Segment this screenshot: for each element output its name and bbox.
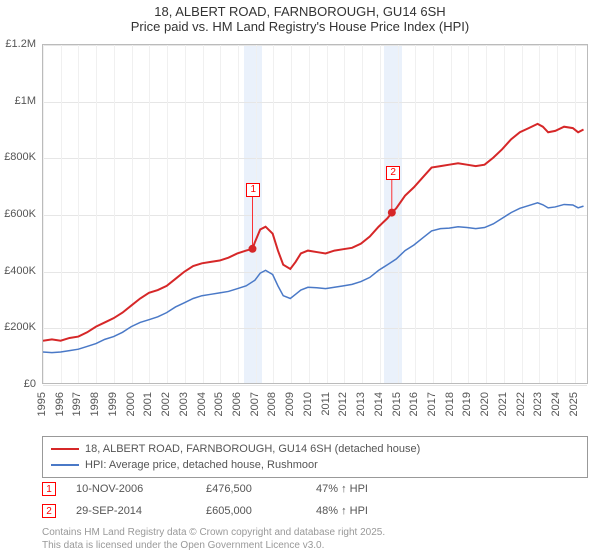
x-tick-label: 1997 [71,392,83,416]
y-tick-label: £400K [4,265,36,277]
chart-svg [43,45,587,383]
marker-box-1: 1 [246,183,260,197]
x-tick-label: 2011 [320,392,332,416]
x-tick-label: 2001 [142,392,154,416]
x-tick-label: 2018 [444,392,456,416]
marker-dot [388,209,396,217]
x-tick-label: 2002 [160,392,172,416]
y-tick-label: £800K [4,151,36,163]
x-tick-label: 1998 [89,392,101,416]
transaction-marker-2: 2 [42,504,56,518]
x-tick-label: 2013 [355,392,367,416]
x-tick-label: 1996 [54,392,66,416]
marker-box-2: 2 [386,166,400,180]
legend-swatch [51,448,79,450]
transaction-price: £605,000 [206,505,316,517]
series-hpi [43,203,584,353]
x-tick-label: 2003 [178,392,190,416]
transaction-hpi: 47% ↑ HPI [316,483,426,495]
x-tick-label: 1999 [107,392,119,416]
transaction-row: 2 29-SEP-2014£605,00048% ↑ HPI [42,500,588,522]
title-subtitle: Price paid vs. HM Land Registry's House … [0,19,600,34]
x-tick-label: 2000 [125,392,137,416]
y-axis-labels: £0£200K£400K£600K£800K£1M£1.2M [0,44,40,384]
x-tick-label: 2007 [249,392,261,416]
x-tick-label: 2009 [284,392,296,416]
marker-dot [248,245,256,253]
legend-swatch [51,464,79,466]
x-tick-label: 2008 [266,392,278,416]
transaction-table: 1 10-NOV-2006£476,50047% ↑ HPI 2 29-SEP-201… [42,478,588,522]
x-tick-label: 2006 [231,392,243,416]
series-price_paid [43,124,584,341]
legend: 18, ALBERT ROAD, FARNBOROUGH, GU14 6SH (… [42,436,588,478]
y-tick-label: £0 [24,378,36,390]
legend-label: 18, ALBERT ROAD, FARNBOROUGH, GU14 6SH (… [85,443,420,455]
legend-item: 18, ALBERT ROAD, FARNBOROUGH, GU14 6SH (… [51,441,579,457]
x-tick-label: 2015 [391,392,403,416]
transaction-date: 29-SEP-2014 [76,505,206,517]
chart-title: 18, ALBERT ROAD, FARNBOROUGH, GU14 6SH P… [0,0,600,34]
y-tick-label: £1M [15,95,36,107]
x-tick-label: 2020 [479,392,491,416]
x-tick-label: 2021 [497,392,509,416]
transaction-row: 1 10-NOV-2006£476,50047% ↑ HPI [42,478,588,500]
x-tick-label: 2017 [426,392,438,416]
x-tick-label: 2010 [302,392,314,416]
transaction-marker-1: 1 [42,482,56,496]
x-tick-label: 2022 [515,392,527,416]
legend-label: HPI: Average price, detached house, Rush… [85,459,318,471]
gridline-h [43,385,587,386]
x-tick-label: 2024 [550,392,562,416]
y-tick-label: £1.2M [5,38,36,50]
chart-plot-area: 12 [42,44,588,384]
x-tick-label: 2019 [461,392,473,416]
x-tick-label: 2012 [337,392,349,416]
footer-line1: Contains HM Land Registry data © Crown c… [42,526,588,539]
legend-item: HPI: Average price, detached house, Rush… [51,457,579,473]
x-axis-labels: 1995199619971998199920002001200220032004… [42,388,588,434]
transaction-price: £476,500 [206,483,316,495]
x-tick-label: 2014 [373,392,385,416]
x-tick-label: 2005 [213,392,225,416]
footer-attribution: Contains HM Land Registry data © Crown c… [42,526,588,552]
x-tick-label: 2023 [532,392,544,416]
footer-line2: This data is licensed under the Open Gov… [42,539,588,552]
y-tick-label: £600K [4,208,36,220]
transaction-date: 10-NOV-2006 [76,483,206,495]
x-tick-label: 1995 [36,392,48,416]
x-tick-label: 2016 [408,392,420,416]
x-tick-label: 2004 [196,392,208,416]
title-address: 18, ALBERT ROAD, FARNBOROUGH, GU14 6SH [0,4,600,19]
x-tick-label: 2025 [568,392,580,416]
y-tick-label: £200K [4,321,36,333]
transaction-hpi: 48% ↑ HPI [316,505,426,517]
